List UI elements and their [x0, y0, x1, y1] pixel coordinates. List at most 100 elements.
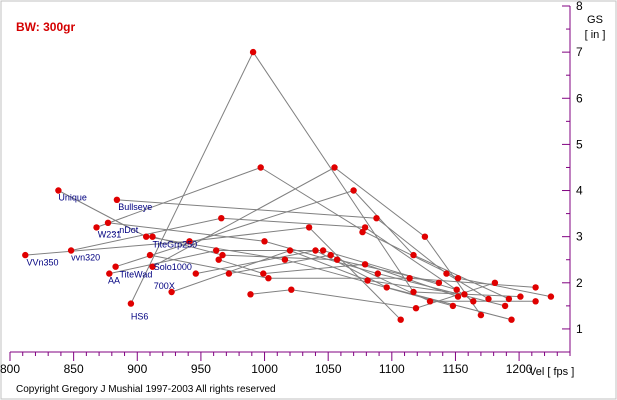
- point-labels: Unique Bullseye W231...nDot TiteGrp250 VVn35…: [27, 193, 198, 322]
- x-tick-label: 1200: [506, 362, 533, 376]
- series-line-1: [116, 199, 489, 300]
- data-point: [454, 293, 462, 300]
- data-point: [281, 256, 289, 263]
- series-line-2: [115, 189, 510, 300]
- chart-title: BW: 300gr: [16, 20, 75, 34]
- data-point: [149, 233, 156, 240]
- data-point: [149, 263, 156, 270]
- data-point: [517, 293, 524, 300]
- data-point: [327, 251, 334, 259]
- data-point: [505, 295, 513, 303]
- data-point: [260, 270, 267, 277]
- point-label: W231: [98, 230, 122, 240]
- copyright-note: Copyright Gregory J Mushial 1997-2003 Al…: [16, 384, 276, 395]
- data-point: [186, 238, 193, 245]
- data-point: [410, 251, 417, 259]
- data-point: [265, 275, 272, 282]
- data-point: [106, 270, 113, 277]
- data-point: [143, 233, 150, 240]
- data-point: [412, 305, 420, 312]
- data-point: [218, 215, 225, 222]
- data-point: [215, 256, 222, 263]
- data-point: [213, 247, 220, 254]
- data-point: [312, 247, 319, 254]
- data-point: [485, 295, 492, 303]
- data-point: [373, 215, 380, 222]
- data-point: [319, 247, 327, 254]
- data-point: [443, 270, 450, 277]
- data-point: [257, 164, 264, 171]
- x-tick-label: 1000: [251, 362, 278, 376]
- y-tick-label: 8: [576, 0, 583, 13]
- x-tick-label: 850: [64, 362, 84, 376]
- point-label: vvn320: [71, 253, 100, 263]
- data-point: [397, 316, 404, 323]
- y-tick-label: 7: [576, 45, 583, 59]
- series-line-11: [149, 254, 536, 288]
- point-label: ...nDot: [112, 225, 139, 235]
- y-axis-label: GS: [587, 14, 603, 26]
- x-tick-label: 1150: [443, 362, 469, 376]
- data-point: [491, 279, 499, 286]
- data-point: [127, 300, 135, 307]
- data-point: [364, 277, 371, 284]
- point-label: AA: [108, 275, 120, 285]
- data-point: [453, 286, 460, 293]
- x-axis-label: Vel [ fps ]: [529, 366, 574, 378]
- point-label: Bullseye: [118, 202, 152, 212]
- data-point: [435, 279, 443, 286]
- data-point: [406, 275, 413, 282]
- x-tick-label: 1050: [315, 362, 342, 376]
- data-point: [532, 284, 539, 291]
- data-point: [112, 263, 119, 270]
- data-point: [421, 233, 429, 240]
- point-label: TiteGrp250: [153, 240, 198, 250]
- data-point: [508, 316, 515, 323]
- data-point: [247, 291, 254, 298]
- y-tick-label: 6: [576, 91, 583, 105]
- data-point: [22, 251, 29, 259]
- x-tick-label: 950: [191, 362, 211, 376]
- y-tick-label: 5: [576, 137, 583, 151]
- data-point: [532, 298, 539, 305]
- series-line-3: [96, 166, 551, 298]
- y-tick-label: 3: [576, 230, 583, 244]
- series-line-10: [109, 250, 457, 291]
- data-point: [361, 261, 369, 268]
- y-axis-label: [ in ]: [585, 29, 606, 41]
- data-point: [361, 224, 369, 231]
- point-label: VVn350: [27, 257, 59, 267]
- point-label: Solo1000: [154, 262, 192, 272]
- data-point: [261, 238, 268, 245]
- data-point: [501, 302, 509, 310]
- data-point: [470, 298, 477, 305]
- data-point: [55, 187, 62, 194]
- series-points: [22, 48, 555, 323]
- data-point: [454, 275, 462, 282]
- point-label: Unique: [58, 193, 87, 203]
- data-point: [225, 270, 233, 277]
- point-label: 700X: [154, 281, 175, 291]
- x-tick-label: 800: [0, 362, 20, 376]
- series-line-5: [152, 166, 482, 316]
- point-label: HS6: [131, 312, 149, 322]
- y-tick-label: 2: [576, 276, 583, 290]
- data-point: [219, 251, 226, 259]
- x-tick-label: 1100: [379, 362, 405, 376]
- data-point: [449, 302, 457, 310]
- series-line-8: [25, 226, 402, 321]
- data-point: [410, 288, 417, 296]
- data-point: [286, 247, 294, 254]
- data-point: [547, 293, 555, 300]
- data-point: [461, 291, 468, 298]
- data-point: [249, 48, 257, 56]
- data-point: [113, 196, 121, 203]
- y-tick-label: 4: [576, 184, 583, 198]
- data-point: [331, 164, 338, 171]
- data-point: [288, 286, 295, 293]
- data-point: [67, 247, 75, 254]
